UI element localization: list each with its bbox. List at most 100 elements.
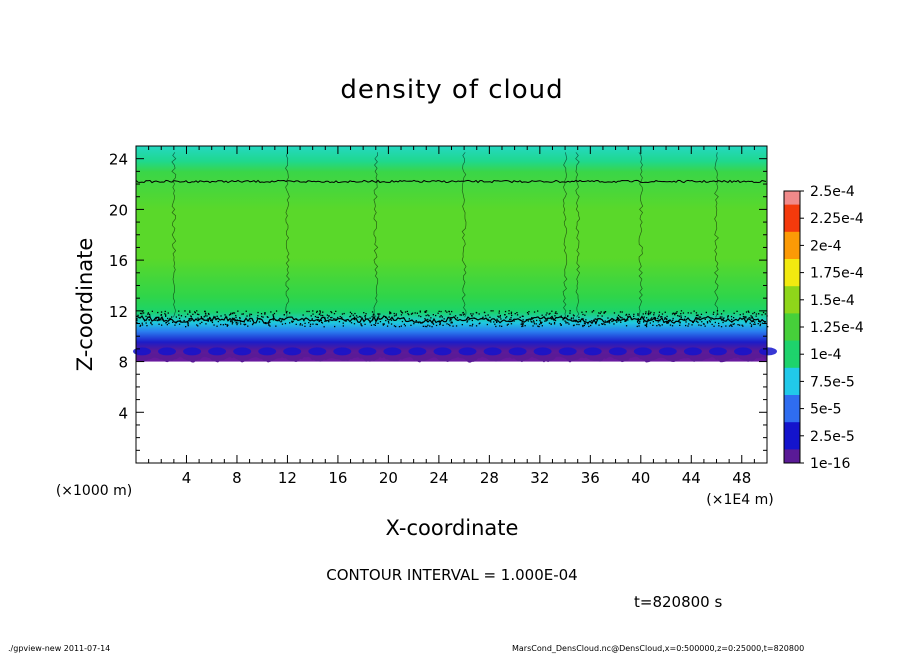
contour-speckle — [510, 319, 512, 321]
contour-speckle — [272, 315, 275, 318]
contour-speckle — [650, 311, 652, 313]
contour-speckle — [633, 315, 635, 317]
base-blob — [558, 347, 577, 356]
contour-speckle — [211, 321, 214, 324]
contour-speckle — [344, 320, 346, 322]
contour-speckle — [383, 323, 385, 325]
contour-speckle — [672, 319, 674, 321]
contour-speckle — [714, 321, 716, 324]
contour-speckle — [249, 315, 251, 317]
contour-speckle — [165, 315, 167, 317]
contour-speckle — [377, 319, 379, 321]
contour-speckle — [244, 323, 247, 325]
contour-speckle — [371, 316, 373, 318]
contour-speckle — [406, 310, 408, 313]
contour-speckle — [281, 320, 283, 322]
contour-speckle — [242, 313, 244, 315]
contour-speckle — [556, 312, 558, 315]
contour-speckle — [318, 313, 320, 316]
contour-speckle — [369, 317, 371, 319]
contour-speckle — [498, 316, 500, 318]
contour-speckle — [473, 317, 476, 319]
contour-speckle — [541, 321, 543, 323]
base-blob — [608, 347, 627, 356]
contour-speckle — [671, 325, 674, 327]
contour-speckle — [539, 320, 541, 322]
contour-speckle — [489, 316, 491, 318]
contour-speckle — [664, 311, 666, 313]
contour-speckle — [354, 318, 356, 321]
contour-speckle — [717, 313, 719, 315]
contour-speckle — [645, 313, 647, 315]
contour-speckle — [601, 323, 603, 325]
colorbar-swatch — [784, 245, 800, 260]
contour-speckle — [532, 325, 534, 327]
contour-speckle — [508, 310, 510, 312]
contour-speckle — [178, 323, 181, 325]
contour-speckle — [554, 312, 556, 314]
contour-speckle — [603, 312, 605, 314]
contour-speckle — [459, 314, 461, 316]
contour-speckle — [451, 322, 453, 324]
contour-speckle — [723, 310, 725, 312]
contour-speckle — [273, 316, 275, 318]
colorbar-swatch — [784, 327, 800, 342]
x-tick-label: 36 — [581, 469, 600, 487]
contour-speckle — [278, 320, 281, 322]
contour-speckle — [269, 325, 271, 327]
contour-speckle — [304, 322, 306, 324]
contour-speckle — [205, 313, 207, 315]
contour-speckle — [353, 318, 355, 320]
contour-speckle — [272, 314, 274, 316]
contour-speckle — [659, 320, 661, 322]
contour-speckle — [402, 317, 405, 319]
filament — [575, 152, 581, 318]
contour-speckle — [264, 322, 266, 324]
contour-speckle — [377, 322, 379, 324]
contour-speckle — [260, 313, 263, 315]
contour-speckle — [685, 324, 687, 327]
contour-speckle — [616, 321, 618, 323]
x-tick-label: 16 — [328, 469, 347, 487]
contour-speckle — [750, 324, 753, 326]
contour-speckle — [761, 322, 764, 324]
contour-speckle — [385, 316, 387, 319]
contour-speckle — [360, 323, 362, 325]
contour-speckle — [158, 323, 160, 325]
contour-speckle — [441, 316, 443, 318]
contour-speckle — [387, 321, 390, 323]
contour-speckle — [697, 318, 699, 320]
contour-speckle — [603, 323, 605, 325]
contour-speckle — [232, 312, 234, 315]
contour-speckle — [312, 323, 314, 325]
contour-speckle — [435, 324, 438, 327]
contour-speckle — [451, 310, 453, 313]
contour-speckle — [682, 312, 685, 314]
contour-speckle — [217, 320, 219, 323]
contour-speckle — [617, 314, 620, 316]
colorbar-swatch — [784, 340, 800, 355]
contour-speckle — [508, 320, 510, 322]
contour-speckle — [676, 311, 678, 313]
contour-speckle — [499, 316, 501, 318]
contour-speckle — [361, 325, 363, 327]
contour-speckle — [236, 323, 238, 326]
contour-speckle — [713, 311, 715, 313]
contour-speckle — [448, 311, 450, 313]
contour-speckle — [759, 324, 761, 327]
contour-speckle — [230, 321, 232, 323]
contour-speckle — [559, 323, 561, 325]
contour-speckle — [578, 319, 580, 321]
colorbar-swatch — [784, 435, 800, 450]
contour-speckle — [203, 316, 205, 318]
contour-speckle — [158, 319, 160, 321]
contour-speckle — [572, 317, 574, 319]
contour-speckle — [533, 323, 536, 325]
contour-speckle — [415, 320, 417, 322]
contour-speckle — [688, 323, 690, 325]
contour-speckle — [510, 311, 513, 313]
contour-speckle — [493, 321, 495, 323]
contour-speckle — [648, 312, 650, 314]
contour-speckle — [699, 316, 702, 318]
contour-speckle — [334, 325, 336, 328]
